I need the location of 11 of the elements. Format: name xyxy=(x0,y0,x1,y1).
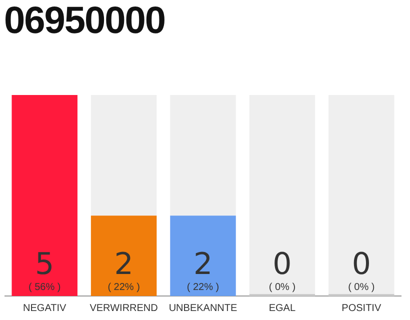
x-tick-label: NEGATIV xyxy=(23,302,67,314)
data-label: 5 ( 56% ) xyxy=(28,247,61,293)
data-label: 2 ( 22% ) xyxy=(108,247,140,293)
chart-title: 06950000 xyxy=(4,0,166,43)
x-tick-label: EGAL xyxy=(268,302,296,314)
x-tick-label: POSITIV xyxy=(342,302,382,314)
x-tick-label: VERWIRREND xyxy=(90,302,158,314)
x-tick-label: UNBEKANNTE xyxy=(168,302,238,314)
data-label: 2 ( 22% ) xyxy=(186,247,220,293)
data-label: 0 ( 0% ) xyxy=(348,247,375,293)
data-label: 0 ( 0% ) xyxy=(268,247,296,293)
